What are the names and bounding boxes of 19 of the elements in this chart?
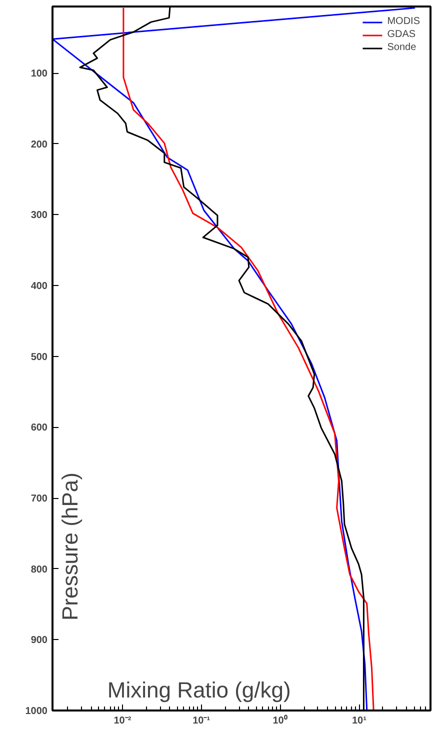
y-tick-label: 700: [30, 494, 48, 505]
x-tick-label: 10¹: [352, 716, 368, 726]
legend-label: GDAS: [387, 29, 416, 40]
legend-label: Sonde: [387, 42, 416, 53]
y-tick-label: 600: [30, 422, 48, 434]
y-axis-title: Pressure (hPa): [58, 472, 82, 620]
y-tick-label: 500: [30, 352, 48, 363]
legend-label: MODIS: [387, 16, 420, 27]
y-tick-label: 900: [30, 635, 48, 646]
y-tick-label: 400: [30, 281, 48, 292]
x-axis-title: Mixing Ratio (g/kg): [107, 678, 291, 702]
x-tick-label: 10⁻¹: [192, 716, 211, 726]
y-tick-label: 100: [30, 68, 48, 80]
y-tick-label: 300: [30, 210, 48, 222]
y-tick-label: 200: [30, 139, 48, 150]
y-tick-label: 1000: [25, 706, 48, 717]
x-tick-label: 10⁻²: [114, 716, 132, 726]
y-tick-label: 800: [30, 564, 48, 576]
x-tick-label: 10⁰: [272, 714, 288, 726]
